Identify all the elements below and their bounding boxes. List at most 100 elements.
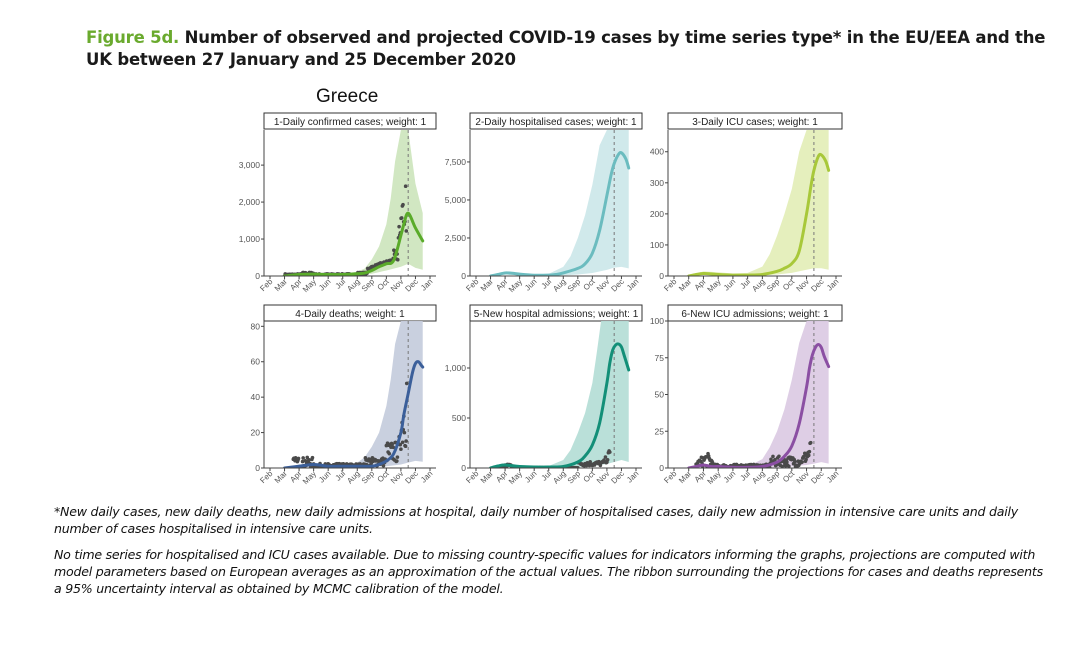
- x-tick-label: Feb: [662, 469, 679, 486]
- projection-line: [283, 211, 425, 276]
- x-tick-label: Jul: [738, 469, 752, 483]
- x-tick-label: Feb: [662, 277, 679, 294]
- observed-point: [399, 216, 404, 220]
- y-tick-label: 3,000: [239, 160, 261, 170]
- facet-panel: 1-Daily confirmed cases; weight: 1 0 1,000…: [239, 112, 437, 294]
- y-tick-label: 100: [650, 316, 664, 326]
- x-tick-label: Dec: [609, 277, 625, 293]
- x-tick-label: Aug: [345, 277, 361, 293]
- x-tick-label: Jun: [523, 469, 538, 484]
- facet-strip: [667, 304, 843, 322]
- plot-area: [282, 130, 425, 276]
- plot-area: [489, 321, 631, 468]
- observed-point: [806, 453, 811, 458]
- y-tick-label: 0: [659, 463, 664, 473]
- uncertainty-ribbon: [284, 130, 423, 276]
- x-tick-label: May: [301, 469, 318, 486]
- observed-point: [603, 455, 608, 459]
- observed-point: [800, 460, 804, 464]
- x-tick-label: Jan: [625, 469, 640, 484]
- observed-point: [807, 449, 812, 454]
- observed-point: [301, 456, 305, 460]
- y-tick-label: 20: [251, 428, 261, 438]
- observed-point: [404, 439, 408, 443]
- x-tick-label: Aug: [551, 469, 567, 485]
- observed-point: [296, 456, 301, 461]
- y-tick-label: 0: [255, 271, 260, 281]
- observed-point: [403, 184, 408, 189]
- facet-strip-label: 2-Daily hospitalised cases; weight: 1: [475, 117, 637, 128]
- projection-line: [489, 342, 631, 468]
- y-tick-label: 7,500: [445, 157, 467, 167]
- description-note: No time series for hospitalised and ICU …: [54, 547, 1043, 596]
- facet-panel: 5-New hospital admissions; weight: 1 0 500…: [445, 304, 643, 486]
- x-tick-label: Nov: [389, 469, 405, 485]
- observed-point: [387, 451, 392, 456]
- x-tick-label: Dec: [403, 277, 419, 293]
- facet-strip-label: 6-New ICU admissions; weight: 1: [681, 309, 829, 320]
- x-tick-label: Mar: [479, 469, 495, 485]
- facet-strip: [469, 304, 643, 322]
- x-tick-label: Jun: [722, 277, 737, 292]
- x-tick-label: Apr: [494, 277, 509, 292]
- uncertainty-ribbon: [490, 321, 629, 468]
- projection-line: [687, 343, 831, 468]
- x-tick-label: Oct: [376, 277, 392, 293]
- x-tick-label: Sep: [360, 277, 377, 294]
- facet-strip-label: 5-New hospital admissions; weight: 1: [474, 309, 639, 320]
- facet-panel: 4-Daily deaths; weight: 1 0 20 40 60 80 FebMar…: [251, 304, 437, 486]
- x-tick-label: Jan: [625, 277, 640, 292]
- projection-line: [687, 152, 831, 276]
- x-tick-label: Nov: [389, 277, 405, 293]
- x-tick-label: Jan: [419, 277, 434, 292]
- y-tick-label: 40: [251, 392, 261, 402]
- plot-area: [489, 130, 631, 276]
- x-tick-label: Mar: [677, 277, 693, 293]
- x-tick-label: Mar: [273, 277, 289, 293]
- observed-point: [588, 459, 592, 464]
- y-tick-label: 0: [461, 463, 466, 473]
- x-tick-label: Dec: [809, 277, 825, 293]
- x-tick-label: Oct: [376, 469, 392, 485]
- x-tick-label: Jun: [722, 469, 737, 484]
- y-tick-label: 2,000: [239, 197, 261, 207]
- x-tick-label: Jul: [540, 469, 554, 483]
- observed-point: [381, 463, 386, 468]
- observed-point: [749, 462, 753, 467]
- facet-chart: 1-Daily confirmed cases; weight: 1 0 1,000…: [239, 112, 843, 486]
- facet-strip: [263, 112, 437, 130]
- x-tick-label: Oct: [582, 469, 598, 485]
- observed-point: [310, 455, 315, 460]
- x-tick-label: Dec: [809, 469, 825, 485]
- observed-point: [808, 440, 813, 445]
- facet-strip-label: 1-Daily confirmed cases; weight: 1: [274, 117, 427, 128]
- observed-point: [395, 459, 399, 463]
- x-tick-label: Feb: [258, 469, 275, 486]
- x-tick-label: Sep: [566, 469, 583, 486]
- figure-title: Figure 5d. Number of observed and projec…: [86, 27, 1066, 71]
- x-tick-label: Mar: [273, 469, 289, 485]
- observed-point: [300, 459, 305, 464]
- observed-point: [404, 229, 409, 233]
- facet-strip: [667, 112, 843, 130]
- x-tick-label: Nov: [795, 277, 811, 293]
- observed-point: [785, 460, 789, 464]
- x-tick-label: Jul: [540, 277, 554, 291]
- x-tick-label: Nov: [595, 469, 611, 485]
- observed-point: [397, 224, 401, 229]
- country-title: Greece: [316, 86, 379, 107]
- x-tick-label: Jun: [523, 277, 538, 292]
- y-tick-label: 1,000: [239, 234, 261, 244]
- observed-point: [404, 381, 409, 386]
- x-tick-label: Apr: [693, 277, 708, 292]
- x-tick-label: Aug: [551, 277, 567, 293]
- y-tick-label: 0: [255, 463, 260, 473]
- figure-notes: *New daily cases, new daily deaths, new …: [54, 503, 1044, 606]
- plot-area: [283, 321, 425, 468]
- x-tick-label: Sep: [765, 469, 782, 486]
- uncertainty-ribbon: [284, 321, 423, 468]
- plot-area: [687, 130, 831, 276]
- x-tick-label: Jul: [334, 469, 348, 483]
- observed-point: [400, 440, 405, 445]
- plot-area: [687, 321, 831, 468]
